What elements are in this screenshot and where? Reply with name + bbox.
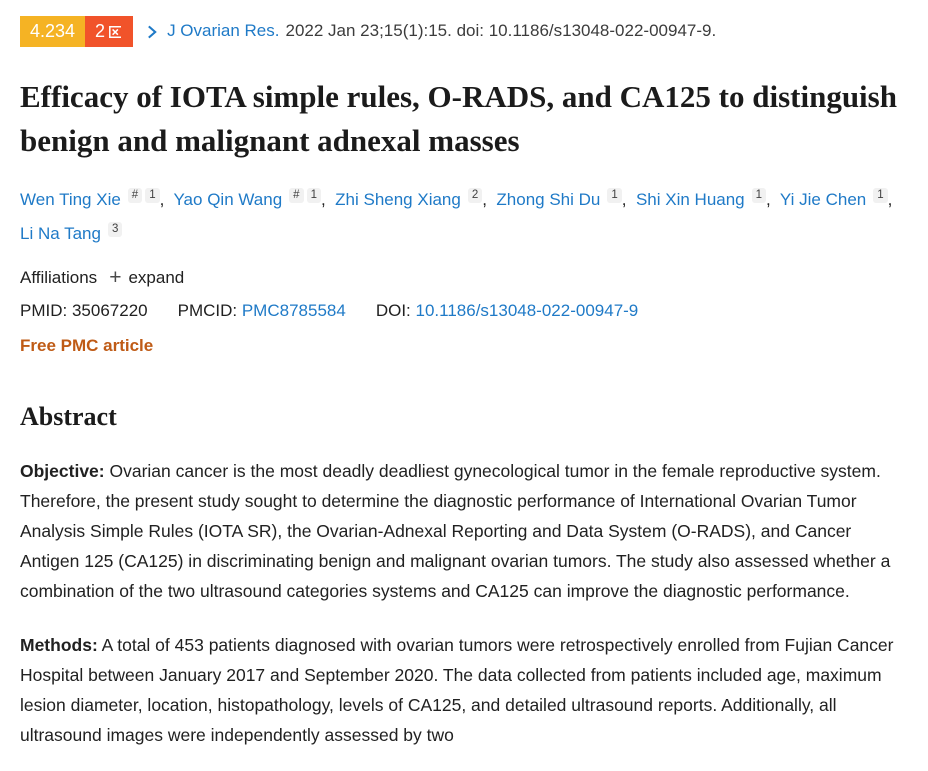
author-superscripts: 1 xyxy=(870,186,888,204)
author-superscript[interactable]: 2 xyxy=(467,188,483,204)
author-link[interactable]: Yao Qin Wang xyxy=(173,190,283,209)
pmcid-label: PMCID: xyxy=(177,301,238,320)
author-list: Wen Ting Xie #1, Yao Qin Wang #1, Zhi Shen… xyxy=(20,183,914,251)
author-superscript[interactable]: 1 xyxy=(607,188,622,204)
plus-icon: + xyxy=(109,266,122,289)
zone-character-icon xyxy=(109,25,122,38)
abstract-paragraph: Objective: Ovarian cancer is the most de… xyxy=(20,461,891,601)
author-superscripts: 3 xyxy=(105,220,123,238)
author-separator: , xyxy=(887,190,898,209)
affiliations-row: Affiliations + expand xyxy=(20,267,914,288)
abstract-paragraph: Methods: A total of 453 patients diagnos… xyxy=(20,635,894,745)
author-superscripts: 2 xyxy=(465,186,483,204)
author-superscript[interactable]: 1 xyxy=(873,188,888,204)
author-superscript[interactable]: 3 xyxy=(107,222,123,238)
abstract-body: Objective: Ovarian cancer is the most de… xyxy=(20,456,914,750)
abstract-section-label: Objective: xyxy=(20,461,105,481)
expand-label: expand xyxy=(128,267,185,287)
author-link[interactable]: Zhong Shi Du xyxy=(496,190,601,209)
author-link[interactable]: Yi Jie Chen xyxy=(779,190,867,209)
abstract-heading: Abstract xyxy=(20,402,117,431)
author-separator: , xyxy=(159,190,174,209)
author-superscript[interactable]: 1 xyxy=(751,188,767,204)
expand-affiliations-button[interactable]: + expand xyxy=(109,267,184,288)
journal-zone-badge[interactable]: 2 xyxy=(85,16,134,47)
journal-link[interactable]: J Ovarian Res. xyxy=(167,21,280,41)
impact-factor-badge[interactable]: 4.234 xyxy=(20,16,86,47)
author-link[interactable]: Zhi Sheng Xiang xyxy=(335,190,461,209)
doi-label: DOI: xyxy=(375,301,411,320)
pmid-label: PMID: xyxy=(20,301,68,320)
zone-number: 2 xyxy=(95,20,106,41)
author-link[interactable]: Shi Xin Huang xyxy=(635,190,745,209)
author-superscripts: 1 xyxy=(604,186,622,204)
free-pmc-article-label: Free PMC article xyxy=(20,336,154,355)
author-superscripts: #1 xyxy=(286,186,321,204)
pmid-group: PMID: 35067220 xyxy=(20,301,148,321)
author-superscript[interactable]: 1 xyxy=(306,188,321,204)
author-separator: , xyxy=(621,190,636,209)
author-superscripts: #1 xyxy=(125,186,160,204)
article-title: Efficacy of IOTA simple rules, O-RADS, a… xyxy=(20,79,897,158)
author-link[interactable]: Li Na Tang xyxy=(20,224,101,243)
affiliations-label: Affiliations xyxy=(20,267,98,287)
chevron-right-icon xyxy=(145,24,159,40)
identifiers-row: PMID: 35067220 PMCID: PMC8785584 DOI: 10… xyxy=(20,301,914,321)
pmcid-group: PMCID: PMC8785584 xyxy=(178,301,346,321)
doi-link[interactable]: 10.1186/s13048-022-00947-9 xyxy=(415,301,639,320)
author-superscript[interactable]: # xyxy=(127,188,143,204)
author-link[interactable]: Wen Ting Xie xyxy=(20,190,121,209)
citation-text: 2022 Jan 23;15(1):15. doi: 10.1186/s1304… xyxy=(285,21,717,41)
article-page: 4.234 2 J Ovarian Res. 2022 Jan 23;15(1)… xyxy=(20,16,914,750)
doi-group: DOI: 10.1186/s13048-022-00947-9 xyxy=(376,301,638,321)
author-superscript[interactable]: # xyxy=(289,188,304,204)
citation-row: 4.234 2 J Ovarian Res. 2022 Jan 23;15(1)… xyxy=(20,16,914,47)
abstract-section-label: Methods: xyxy=(20,635,98,655)
pmid-value: 35067220 xyxy=(71,301,148,320)
author-separator: , xyxy=(766,190,780,209)
author-separator: , xyxy=(482,190,497,209)
author-superscripts: 1 xyxy=(749,186,767,204)
author-separator: , xyxy=(320,190,336,209)
pmcid-link[interactable]: PMC8785584 xyxy=(241,301,346,320)
author-superscript[interactable]: 1 xyxy=(145,188,160,204)
